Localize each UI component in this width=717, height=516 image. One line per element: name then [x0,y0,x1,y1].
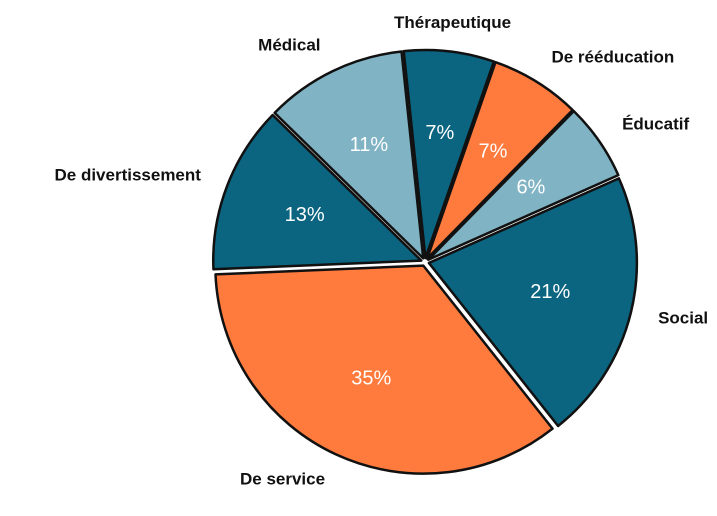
pie-slice [425,60,574,260]
category-label: De service [240,470,325,489]
value-label: 7% [479,141,508,163]
category-label: Médical [258,35,320,54]
value-label: 6% [516,177,545,199]
pie-slice [427,109,620,261]
pie-slice [214,264,554,475]
category-label: Social [658,309,708,328]
category-label: De rééducation [551,48,674,67]
pie-slice [427,177,639,428]
value-label: 21% [530,281,570,303]
category-label: Thérapeutique [394,13,511,32]
value-label: 11% [350,134,389,156]
value-label: 13% [285,204,325,226]
value-label: 7% [425,122,454,144]
pie-slice [273,50,425,260]
value-label: 35% [351,368,391,390]
category-label: Éducatif [622,115,689,134]
category-label: De divertissement [54,165,201,184]
pie-slice [212,113,423,271]
pie-slice [402,48,496,260]
